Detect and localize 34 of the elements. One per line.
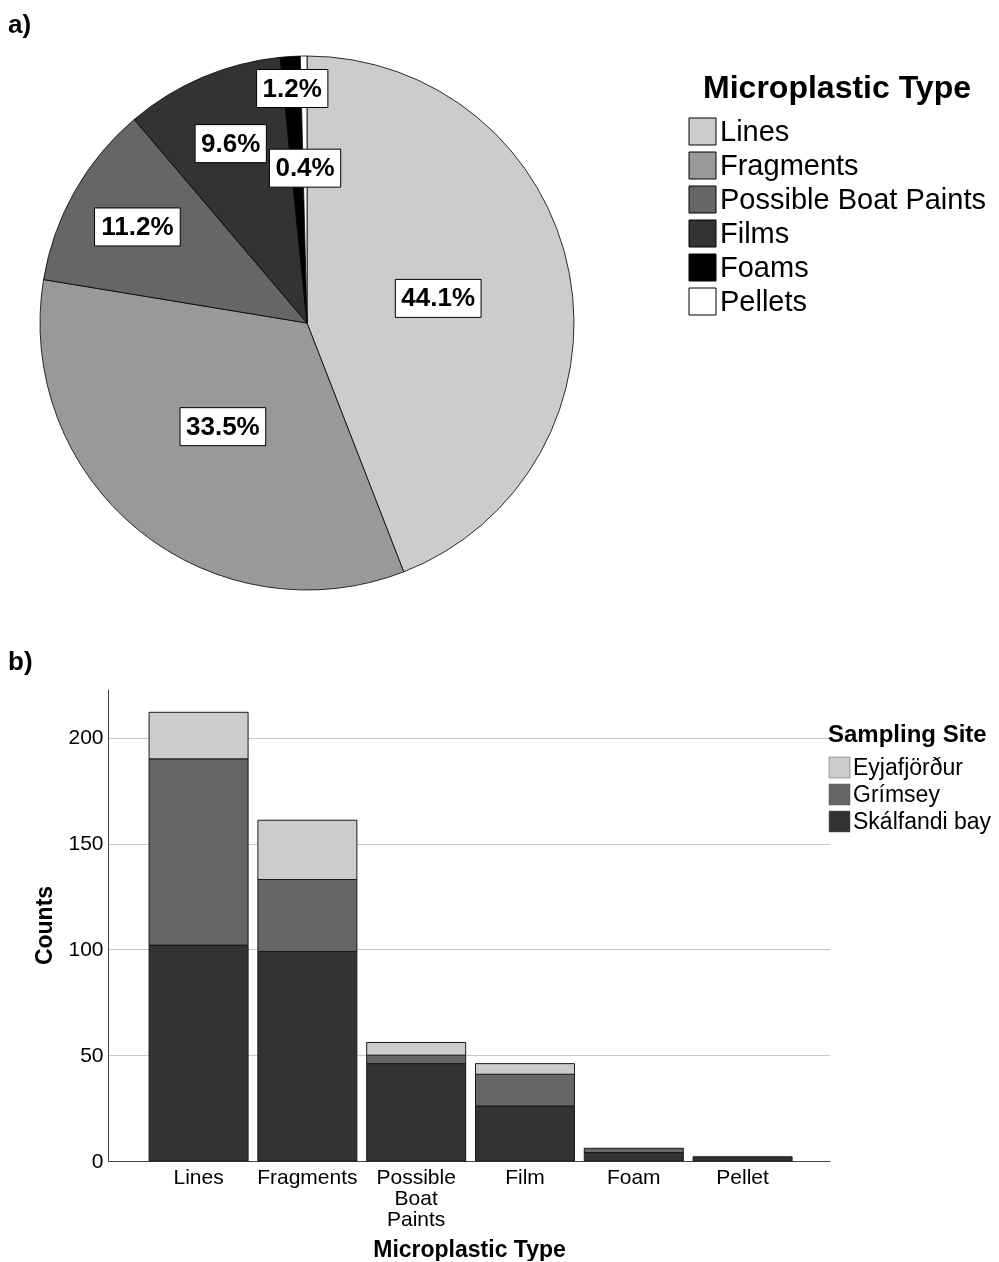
- data-label: 1.2%: [262, 72, 322, 103]
- y-tick-label: 100: [68, 936, 104, 960]
- y-tick-label: 200: [68, 725, 104, 749]
- legend-label: Fragments: [720, 148, 859, 181]
- x-tick-label: Lines: [173, 1164, 224, 1188]
- bar: [583, 1152, 684, 1162]
- data-label: 0.4%: [275, 152, 335, 183]
- legend-title: Sampling Site: [828, 720, 987, 747]
- legend-label: Grímsey: [853, 780, 941, 807]
- legend-label: Pellets: [720, 284, 808, 317]
- chart-title: b): [8, 646, 33, 676]
- y-tick-label: 50: [80, 1042, 104, 1066]
- data-label: 11.2%: [101, 210, 174, 241]
- data-label: 44.1%: [401, 282, 476, 313]
- legend-label: Skálfandi bay: [853, 807, 992, 834]
- x-axis-title: Microplastic Type: [373, 1235, 566, 1262]
- x-tick-label: Foam: [606, 1164, 661, 1188]
- chart-title: a): [8, 9, 32, 40]
- legend-label: Lines: [720, 114, 790, 147]
- x-tick-label: Film: [505, 1164, 545, 1188]
- data-label: 33.5%: [186, 410, 260, 441]
- data-label: 9.6%: [201, 127, 261, 158]
- legend-title: Microplastic Type: [703, 69, 971, 105]
- x-tick-label: Fragments: [257, 1164, 358, 1188]
- legend-label: Possible Boat Paints: [720, 182, 986, 215]
- y-tick-label: 0: [91, 1148, 104, 1172]
- legend-label: Foams: [720, 250, 809, 283]
- y-tick-label: 150: [68, 831, 104, 855]
- bar: [692, 1156, 793, 1162]
- y-axis-title: Counts: [31, 885, 58, 966]
- x-tick-label: Possible Boat Paints: [376, 1164, 456, 1230]
- x-tick-label: Pellet: [716, 1164, 770, 1188]
- legend-label: Eyjafjörður: [853, 753, 964, 780]
- legend-label: Films: [720, 216, 790, 249]
